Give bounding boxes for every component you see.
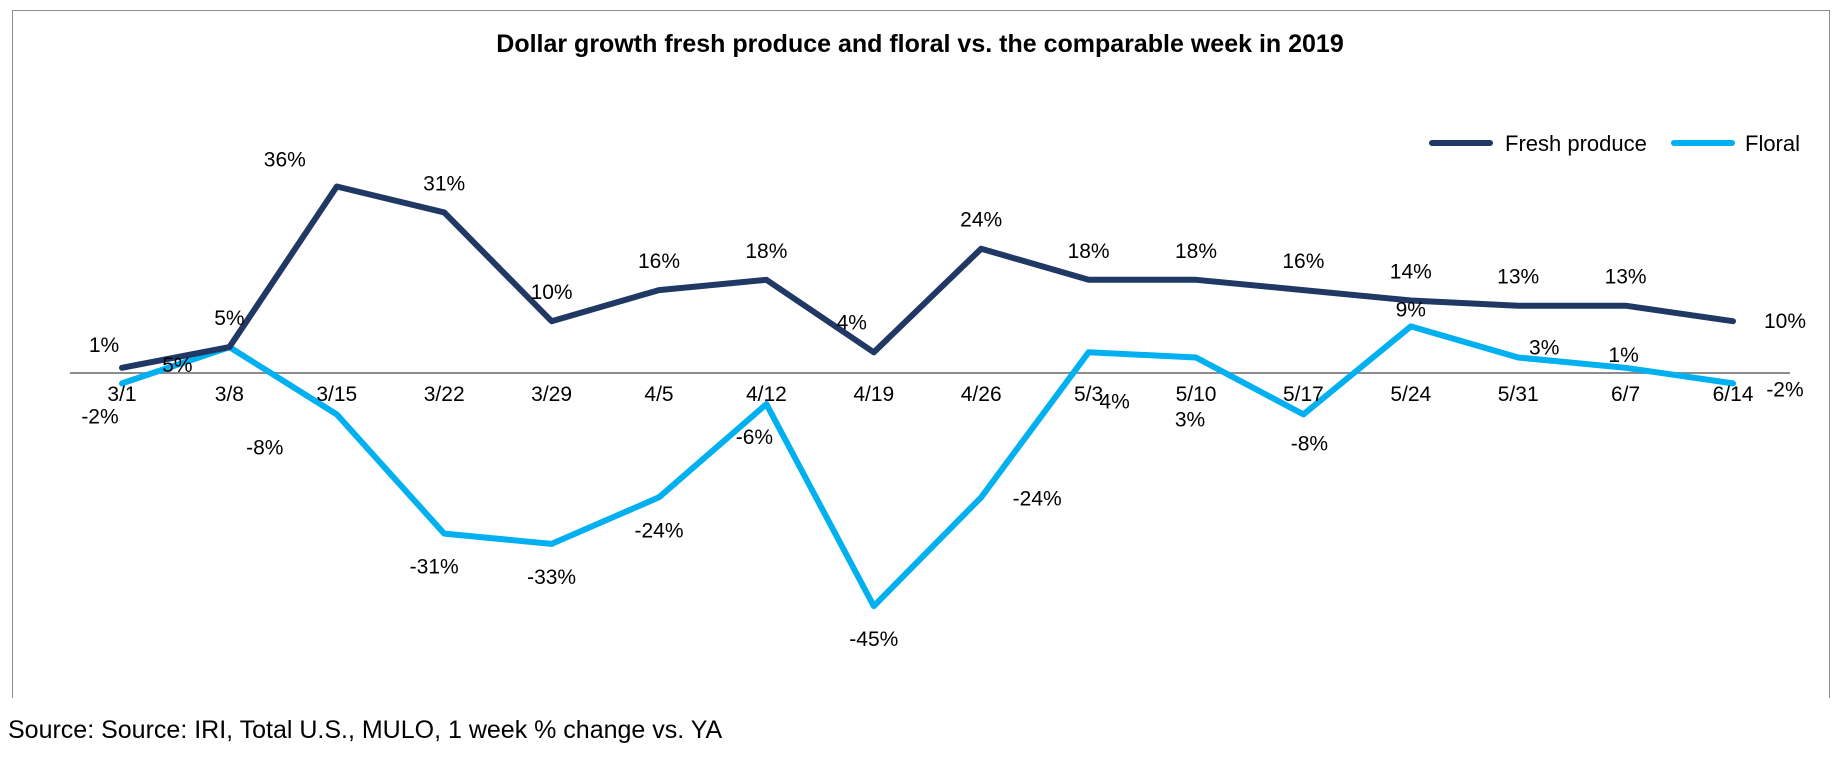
x-tick-label: 3/8	[215, 383, 244, 406]
data-label-fresh-produce: 24%	[960, 209, 1002, 232]
data-label-floral: 9%	[1396, 298, 1426, 321]
data-label-floral: -31%	[410, 556, 459, 579]
x-tick-label: 4/12	[746, 383, 787, 406]
x-tick-label: 5/10	[1176, 383, 1217, 406]
data-label-fresh-produce: 14%	[1390, 260, 1432, 283]
data-label-fresh-produce: 4%	[837, 311, 867, 334]
data-labels: 1% 5% 36% 31% 10% 16% 18% 4% 24% 18% 18% 16% 14% 13% 1…	[81, 149, 1806, 652]
data-label-floral: 5%	[162, 354, 192, 377]
x-tick-labels: 3/1 3/8 3/15 3/22 3/29 4/5 4/12 4/19 4/26 5/3 5/10…	[107, 383, 1753, 406]
data-label-floral: -2%	[1766, 378, 1803, 401]
data-label-floral: -24%	[1013, 487, 1062, 510]
x-tick-label: 5/31	[1498, 383, 1539, 406]
x-tick-label: 3/29	[531, 383, 572, 406]
data-label-fresh-produce: 18%	[1068, 240, 1110, 263]
data-label-floral: 3%	[1529, 336, 1559, 359]
data-label-floral: -45%	[849, 628, 898, 651]
series-line-floral	[119, 323, 1736, 610]
chart-title: Dollar growth fresh produce and floral v…	[496, 30, 1343, 58]
data-label-fresh-produce: 31%	[423, 172, 465, 195]
x-tick-label: 6/14	[1713, 383, 1754, 406]
data-label-fresh-produce: 10%	[1764, 310, 1806, 333]
data-label-fresh-produce: 5%	[214, 307, 244, 330]
legend: Fresh produce Floral	[1429, 131, 1800, 156]
data-label-floral: -6%	[736, 426, 773, 449]
data-label-floral: -8%	[246, 436, 283, 459]
data-label-floral: -8%	[1291, 432, 1328, 455]
data-label-floral: 4%	[1099, 390, 1129, 413]
x-tick-label: 4/19	[853, 383, 894, 406]
x-tick-label: 3/22	[424, 383, 465, 406]
data-label-fresh-produce: 36%	[264, 149, 306, 172]
data-label-fresh-produce: 13%	[1497, 266, 1539, 289]
series-line-fresh-produce	[119, 183, 1736, 371]
data-label-fresh-produce: 18%	[745, 240, 787, 263]
x-tick-label: 4/5	[644, 383, 673, 406]
x-tick-label: 6/7	[1611, 383, 1640, 406]
data-label-floral: 3%	[1175, 408, 1205, 431]
data-label-fresh-produce: 18%	[1175, 240, 1217, 263]
data-label-fresh-produce: 13%	[1605, 266, 1647, 289]
data-label-fresh-produce: 10%	[531, 281, 573, 304]
data-label-fresh-produce: 16%	[1282, 250, 1324, 273]
series-layer	[119, 183, 1736, 610]
legend-label-floral: Floral	[1745, 131, 1800, 156]
x-tick-label: 4/26	[961, 383, 1002, 406]
x-tick-label: 5/17	[1283, 383, 1324, 406]
x-tick-label: 3/15	[316, 383, 357, 406]
x-tick-label: 3/1	[107, 383, 136, 406]
data-label-floral: -33%	[527, 566, 576, 589]
data-label-floral: -2%	[81, 405, 118, 428]
data-label-floral: 1%	[1608, 344, 1638, 367]
data-label-fresh-produce: 16%	[638, 250, 680, 273]
data-label-fresh-produce: 1%	[89, 334, 119, 357]
data-label-floral: -24%	[634, 519, 683, 542]
legend-label-fresh-produce: Fresh produce	[1505, 131, 1647, 156]
chart-area: Dollar growth fresh produce and floral v…	[70, 30, 1806, 652]
x-tick-label: 5/24	[1390, 383, 1431, 406]
chart-frame	[12, 10, 1830, 698]
x-tick-label: 5/3	[1074, 383, 1103, 406]
source-note: Source: Source: IRI, Total U.S., MULO, 1…	[8, 716, 723, 744]
